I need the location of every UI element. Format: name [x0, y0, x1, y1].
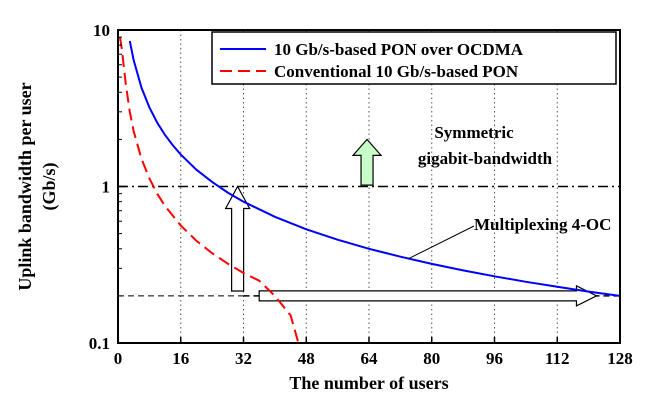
x-tick-label-0: 0	[114, 349, 123, 368]
annotation-symmetric: Symmetric	[434, 123, 514, 142]
series-layer	[119, 37, 621, 344]
series-line-ocdma	[128, 40, 621, 297]
arrow-right-white	[258, 284, 598, 307]
x-tick-label-96: 96	[486, 349, 503, 368]
arrow-up-green	[351, 138, 383, 186]
y-axis-title-line1: Uplink bandwidth per user	[15, 82, 35, 290]
legend-box	[211, 31, 617, 85]
x-tick-label-64: 64	[361, 349, 379, 368]
annotation-multiplexing-leader	[407, 225, 475, 260]
legend-label-conventional: Conventional 10 Gb/s-based PON	[274, 62, 519, 81]
y-tick-label-10: 10	[93, 21, 110, 40]
arrow-up-white	[224, 185, 251, 292]
x-tick-label-128: 128	[607, 349, 633, 368]
y-axis: 0.1 1 10	[89, 21, 126, 353]
x-tick-label-32: 32	[235, 349, 252, 368]
legend-label-ocdma: 10 Gb/s-based PON over OCDMA	[274, 40, 524, 59]
y-tick-label-0.1: 0.1	[89, 334, 110, 353]
series-line-conventional	[119, 37, 300, 344]
legend: 10 Gb/s-based PON over OCDMA Conventiona…	[211, 31, 617, 85]
y-axis-title-line2: (Gb/s)	[39, 162, 60, 210]
reference-lines	[118, 185, 620, 297]
annotation-gigabit-bandwidth: gigabit-bandwidth	[418, 149, 553, 168]
x-tick-label-16: 16	[172, 349, 189, 368]
y-tick-label-1: 1	[102, 178, 111, 197]
annotation-multiplexing: Multiplexing 4-OC	[474, 215, 611, 234]
x-tick-label-48: 48	[298, 349, 315, 368]
x-tick-label-80: 80	[423, 349, 440, 368]
annotation-arrows	[224, 138, 598, 307]
x-axis-title: The number of users	[289, 373, 448, 393]
x-axis: 0 16 32 48 64 80 96 112 128	[114, 337, 633, 368]
x-tick-label-112: 112	[545, 349, 570, 368]
